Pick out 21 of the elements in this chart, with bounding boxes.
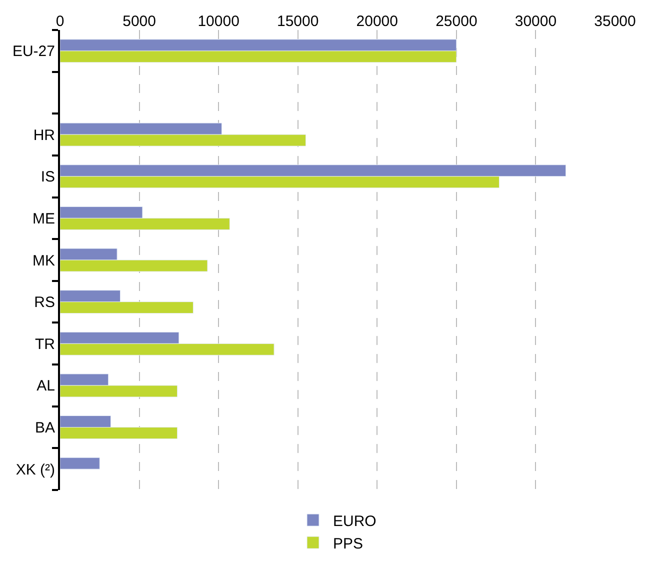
y-tick-label: IS: [40, 168, 55, 186]
bar: [60, 457, 100, 470]
y-tick-label: BA: [34, 420, 55, 437]
y-tick-label: TR: [35, 336, 56, 353]
legend-label: PPS: [333, 535, 364, 552]
y-tick-label: RS: [34, 294, 55, 312]
legend-label: EURO: [333, 512, 376, 530]
y-tick-label: AL: [36, 378, 55, 395]
x-tick-label: 5000: [122, 13, 156, 30]
x-tick-label: 0: [56, 13, 64, 30]
y-tick-label: MK: [32, 252, 55, 270]
x-tick-label: 20000: [356, 13, 398, 30]
x-tick-label: 15000: [277, 13, 319, 30]
y-tick-label: EU-27: [12, 43, 55, 60]
y-tick-label: HR: [33, 126, 56, 144]
y-tick-label: XK (²): [16, 461, 55, 478]
x-tick-label: 25000: [436, 13, 478, 30]
x-tick-label: 10000: [198, 13, 240, 30]
x-tick-label: 35000: [594, 13, 636, 30]
x-tick-label: 30000: [514, 13, 557, 30]
y-tick-label: ME: [32, 210, 55, 228]
